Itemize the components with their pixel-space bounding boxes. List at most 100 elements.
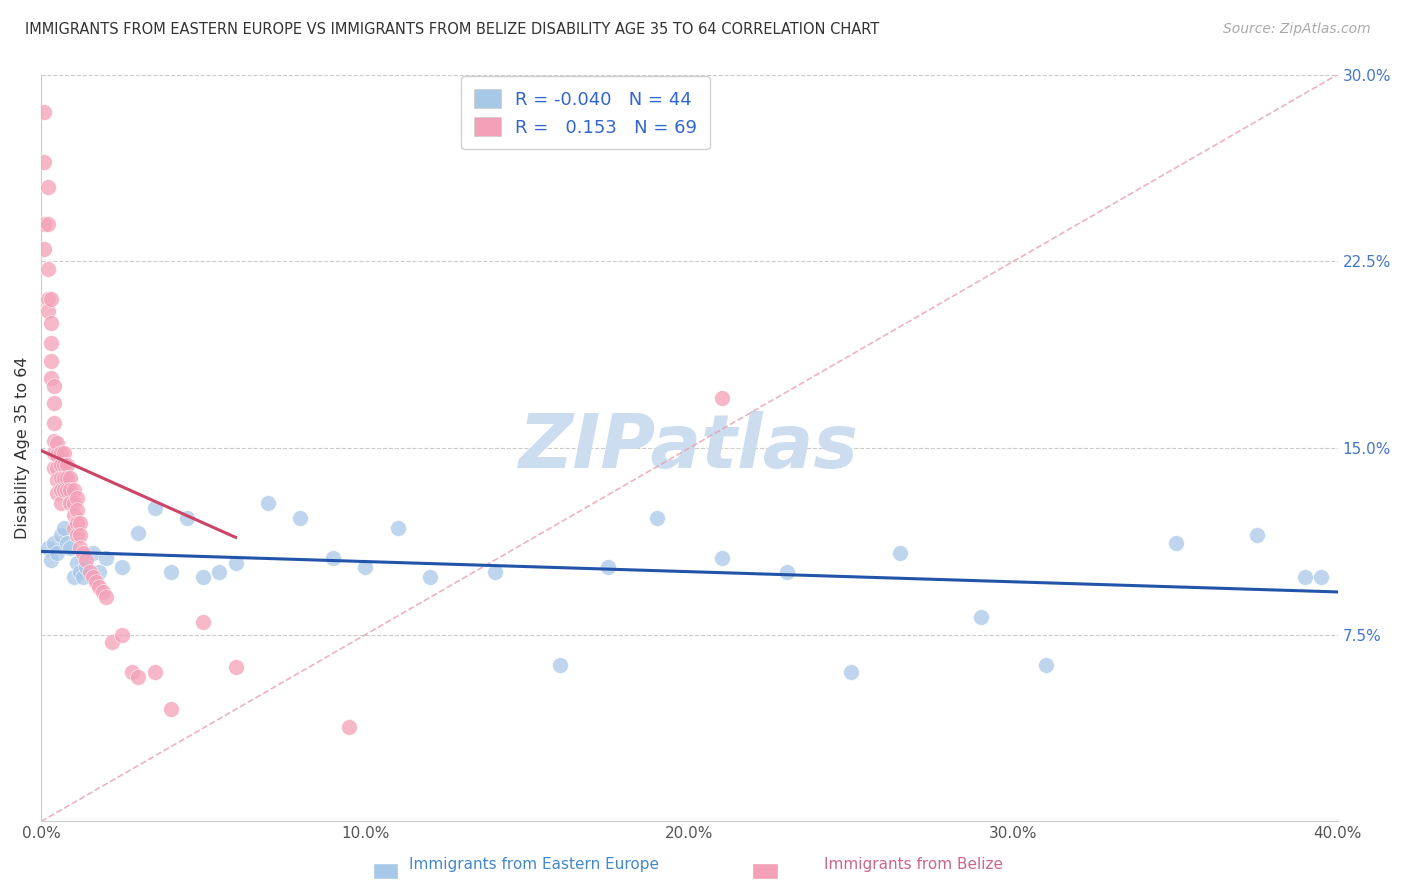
Point: [775, 566, 797, 580]
Point: [127, 525, 149, 540]
Point: [225, 556, 247, 570]
Point: [42, 461, 65, 475]
Point: [208, 566, 231, 580]
Point: [72, 570, 94, 584]
Point: [419, 570, 441, 584]
Point: [548, 657, 571, 672]
Point: [42, 446, 65, 460]
Point: [62, 570, 84, 584]
Point: [66, 556, 89, 570]
Point: [39, 317, 62, 331]
Point: [1294, 570, 1316, 584]
Point: [111, 560, 134, 574]
Text: Immigrants from Eastern Europe: Immigrants from Eastern Europe: [409, 857, 659, 872]
Point: [101, 635, 124, 649]
Point: [387, 521, 409, 535]
Point: [37, 179, 59, 194]
Point: [94, 550, 117, 565]
Point: [59, 483, 82, 498]
Point: [39, 371, 62, 385]
Point: [46, 461, 69, 475]
Point: [66, 528, 89, 542]
Point: [37, 217, 59, 231]
Point: [69, 516, 91, 530]
Point: [59, 496, 82, 510]
Point: [52, 483, 75, 498]
Point: [34, 217, 56, 231]
Point: [49, 496, 72, 510]
Text: IMMIGRANTS FROM EASTERN EUROPE VS IMMIGRANTS FROM BELIZE DISABILITY AGE 35 TO 64: IMMIGRANTS FROM EASTERN EUROPE VS IMMIGR…: [25, 22, 880, 37]
Point: [69, 528, 91, 542]
Point: [710, 391, 733, 405]
Point: [970, 610, 993, 624]
Point: [1035, 657, 1057, 672]
Point: [889, 545, 911, 559]
Point: [62, 508, 84, 523]
Point: [52, 521, 75, 535]
Point: [34, 104, 56, 119]
Point: [59, 471, 82, 485]
Point: [62, 483, 84, 498]
Point: [46, 485, 69, 500]
Point: [193, 615, 215, 630]
Point: [56, 471, 79, 485]
Point: [69, 566, 91, 580]
Point: [46, 545, 69, 559]
Point: [322, 550, 344, 565]
Point: [39, 553, 62, 567]
Point: [52, 446, 75, 460]
Point: [82, 545, 104, 559]
Point: [193, 570, 215, 584]
Point: [127, 670, 149, 684]
Point: [49, 528, 72, 542]
Point: [49, 483, 72, 498]
Point: [176, 510, 198, 524]
Point: [49, 446, 72, 460]
Point: [76, 560, 98, 574]
Point: [37, 541, 59, 555]
Point: [42, 378, 65, 392]
Point: [337, 720, 360, 734]
Point: [121, 665, 143, 679]
Point: [46, 449, 69, 463]
Point: [62, 521, 84, 535]
Point: [39, 292, 62, 306]
Point: [91, 585, 114, 599]
Point: [111, 628, 134, 642]
Point: [49, 458, 72, 473]
Point: [39, 336, 62, 351]
Point: [143, 665, 166, 679]
Point: [66, 516, 89, 530]
Point: [598, 560, 620, 574]
Point: [42, 396, 65, 410]
Point: [645, 510, 668, 524]
Point: [94, 591, 117, 605]
Point: [290, 510, 312, 524]
Point: [841, 665, 863, 679]
Legend: R = -0.040   N = 44, R =   0.153   N = 69: R = -0.040 N = 44, R = 0.153 N = 69: [461, 76, 710, 149]
Point: [34, 242, 56, 256]
Point: [34, 154, 56, 169]
Point: [59, 541, 82, 555]
Point: [49, 471, 72, 485]
Point: [159, 566, 181, 580]
Point: [66, 503, 89, 517]
Point: [46, 474, 69, 488]
Point: [69, 541, 91, 555]
Point: [72, 545, 94, 559]
Text: ZIPatlas: ZIPatlas: [519, 411, 859, 484]
Point: [1246, 528, 1268, 542]
Point: [56, 483, 79, 498]
Y-axis label: Disability Age 35 to 64: Disability Age 35 to 64: [15, 357, 30, 540]
Point: [37, 261, 59, 276]
Point: [56, 458, 79, 473]
Point: [52, 458, 75, 473]
Point: [76, 553, 98, 567]
Point: [42, 416, 65, 430]
Point: [484, 566, 506, 580]
Point: [46, 436, 69, 450]
Point: [79, 566, 101, 580]
Point: [89, 566, 111, 580]
Point: [39, 354, 62, 368]
Point: [84, 575, 107, 590]
